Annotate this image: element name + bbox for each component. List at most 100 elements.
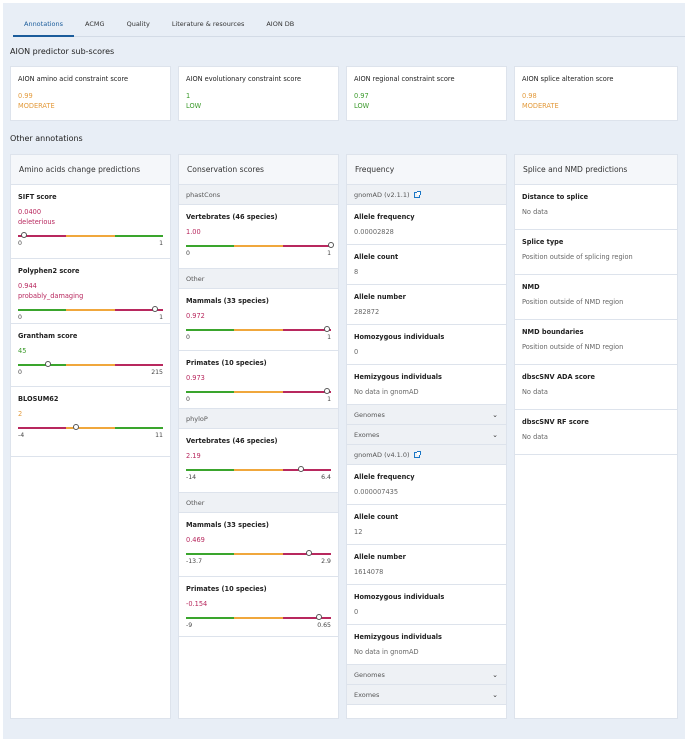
info-item: NMD Position outside of NMD region (515, 275, 677, 320)
info-item: Allele number 1614078 (347, 545, 506, 585)
conservation-column: Conservation scores phastCons Vertebrate… (178, 154, 339, 719)
frequency-column: Frequency gnomAD (v2.1.1) Allele frequen… (346, 154, 507, 719)
slider-segment (282, 391, 331, 393)
slider-max: 1 (327, 250, 331, 257)
info-label: Distance to splice (522, 193, 589, 201)
slider-segment (18, 364, 67, 366)
info-label: Allele count (354, 253, 399, 261)
genomes-accordion[interactable]: Genomes ⌄ (347, 405, 506, 425)
info-value: Position outside of splicing region (522, 253, 633, 261)
info-label: Splice type (522, 238, 564, 246)
score-label: Primates (10 species) (186, 359, 267, 367)
info-item: Hemizygous individuals No data in gnomAD (347, 625, 506, 665)
info-item: Allele number 282872 (347, 285, 506, 325)
score-label: Vertebrates (46 species) (186, 213, 278, 221)
score-label: Vertebrates (46 species) (186, 437, 278, 445)
info-label: Allele frequency (354, 213, 415, 221)
tab-aion-db[interactable]: AION DB (266, 20, 295, 28)
score-slider: -9 0.65 (186, 613, 331, 633)
slider-knob (151, 306, 158, 312)
slider-segment (234, 245, 283, 247)
external-link-icon[interactable] (413, 191, 421, 198)
slider-min: 0 (18, 240, 22, 247)
score-value: 0.972 (186, 312, 205, 320)
info-value: Position outside of NMD region (522, 298, 624, 306)
annotations-panel: Annotations ACMG Quality Literature & re… (3, 3, 685, 739)
info-label: Homozygous individuals (354, 333, 445, 341)
tab-annotations[interactable]: Annotations (13, 11, 75, 37)
info-item: Homozygous individuals 0 (347, 325, 506, 365)
score-item: Vertebrates (46 species) 1.00 0 1 (179, 205, 338, 269)
score-value: 0.944 (18, 282, 37, 290)
slider-knob (324, 388, 331, 394)
score-value: 45 (18, 347, 27, 355)
frequency-title: Frequency (347, 155, 506, 185)
tab-quality[interactable]: Quality (126, 20, 150, 28)
slider-segment (234, 329, 283, 331)
slider-segment (282, 469, 331, 471)
subscore-card: AION regional constraint score 0.97 LOW (346, 66, 507, 121)
slider-segment (234, 553, 283, 555)
slider-knob (316, 614, 323, 620)
other-header: Other (179, 493, 338, 513)
slider-segment (114, 235, 163, 237)
phylop-list: Vertebrates (46 species) 2.19 -14 6.4 (179, 429, 338, 493)
slider-segment (18, 235, 67, 237)
slider-min: -14 (186, 474, 197, 481)
amino-acids-column: Amino acids change predictions SIFT scor… (10, 154, 171, 719)
info-item: Allele frequency 0.000007435 (347, 465, 506, 505)
slider-segment (186, 553, 235, 555)
exomes-label: Exomes (354, 691, 380, 699)
slider-segment (66, 309, 115, 311)
external-link-icon[interactable] (413, 451, 421, 458)
score-item: Grantham score 45 0 215 (11, 324, 170, 387)
genomes-accordion[interactable]: Genomes ⌄ (347, 665, 506, 685)
subscore-level: MODERATE (522, 102, 559, 110)
slider-max: 1 (327, 334, 331, 341)
slider-segment (186, 391, 235, 393)
subscore-label: AION evolutionary constraint score (186, 75, 302, 83)
score-label: Polyphen2 score (18, 267, 80, 275)
info-label: NMD boundaries (522, 328, 584, 336)
score-value: 2 (18, 410, 23, 418)
slider-min: 0 (186, 334, 190, 341)
score-label: Mammals (33 species) (186, 521, 269, 529)
info-item: Hemizygous individuals No data in gnomAD (347, 365, 506, 405)
info-value: No data (522, 208, 548, 216)
slider-knob (20, 232, 27, 238)
slider-segment (282, 617, 331, 619)
gnomad-v4-label: gnomAD (v4.1.0) (354, 451, 410, 459)
genomes-label: Genomes (354, 671, 385, 679)
chevron-down-icon: ⌄ (492, 431, 498, 439)
score-value: 0.973 (186, 374, 205, 382)
subscore-level: MODERATE (18, 102, 55, 110)
subscore-card: AION amino acid constraint score 0.99 MO… (10, 66, 171, 121)
exomes-accordion[interactable]: Exomes ⌄ (347, 685, 506, 705)
info-label: dbscSNV ADA score (522, 373, 596, 381)
info-item: Splice type Position outside of splicing … (515, 230, 677, 275)
gnomad-v2-header[interactable]: gnomAD (v2.1.1) (347, 185, 506, 205)
info-value: 0.00002828 (354, 228, 394, 236)
subscore-card: AION splice alteration score 0.98 MODERA… (514, 66, 678, 121)
slider-segment (186, 245, 235, 247)
slider-max: 215 (151, 369, 163, 376)
slider-segment (234, 469, 283, 471)
score-item: SIFT score 0.0400 deleterious 0 1 (11, 185, 170, 259)
slider-min: 0 (18, 314, 22, 321)
exomes-accordion[interactable]: Exomes ⌄ (347, 425, 506, 445)
slider-knob (297, 466, 304, 472)
tab-literature[interactable]: Literature & resources (171, 20, 245, 28)
slider-segment (186, 617, 235, 619)
tab-acmg[interactable]: ACMG (85, 20, 105, 28)
score-label: Grantham score (18, 332, 78, 340)
phastcons-header: phastCons (179, 185, 338, 205)
slider-max: 1 (327, 396, 331, 403)
score-slider: 0 215 (18, 360, 163, 380)
gnomad-v4-header[interactable]: gnomAD (v4.1.0) (347, 445, 506, 465)
score-label: Mammals (33 species) (186, 297, 269, 305)
splice-column: Splice and NMD predictions Distance to s… (514, 154, 678, 719)
slider-min: 0 (186, 396, 190, 403)
